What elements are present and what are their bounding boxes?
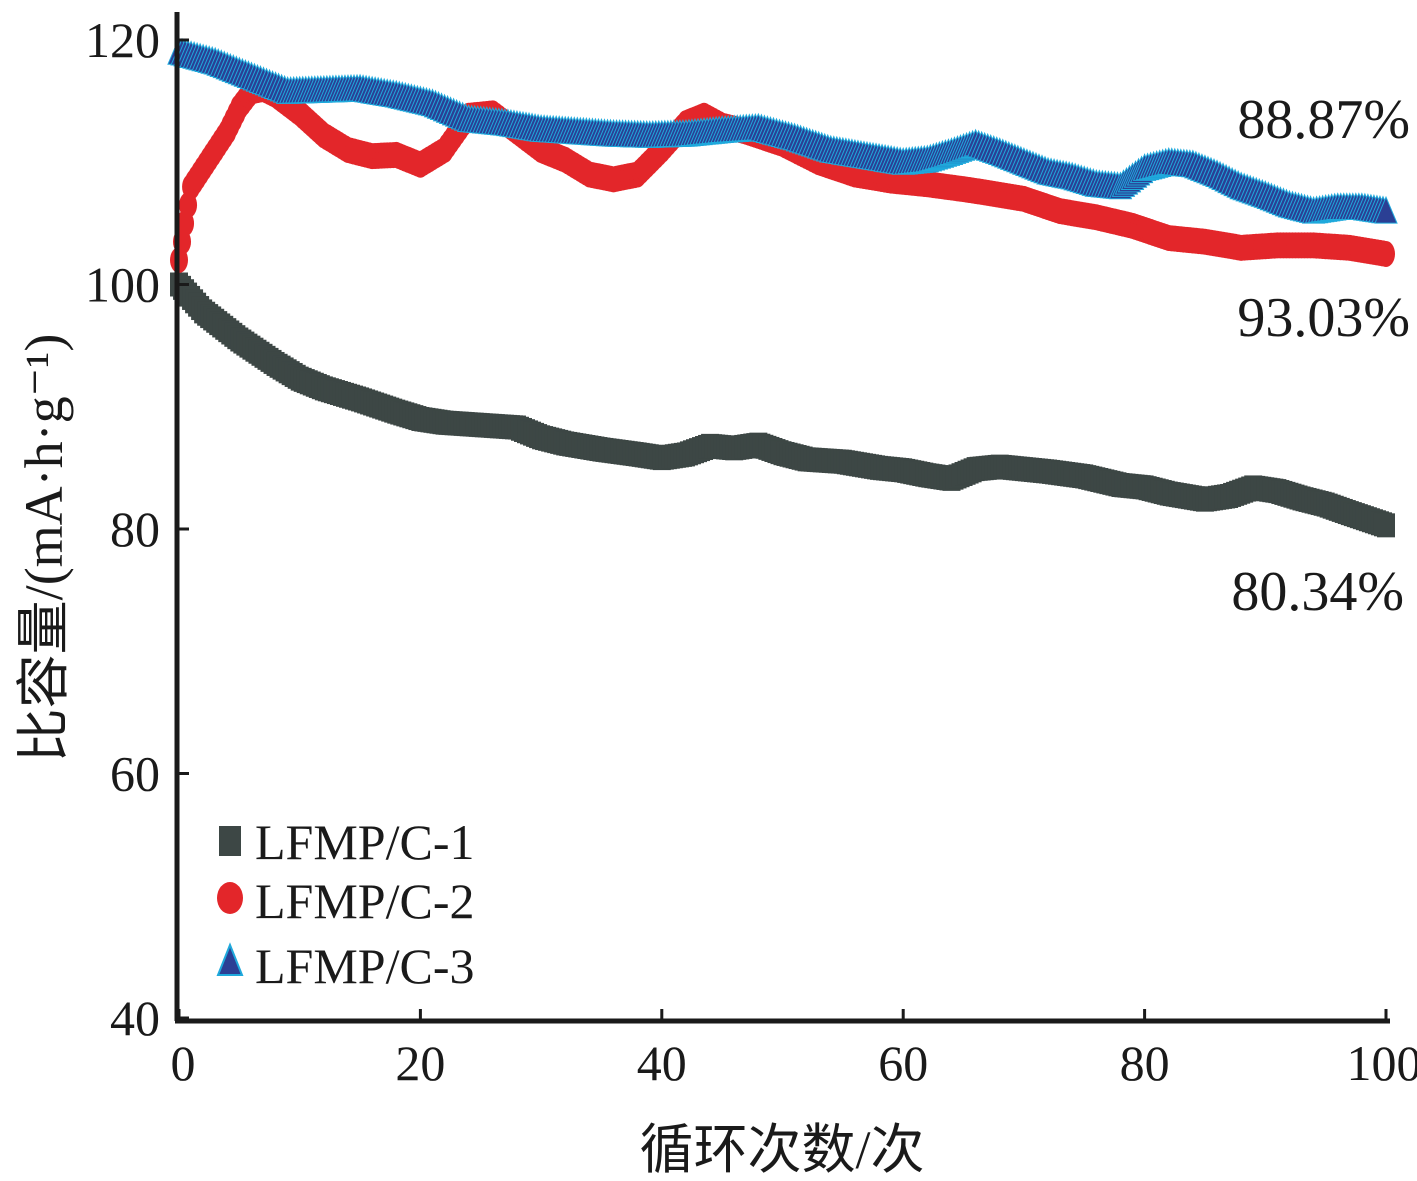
legend-marker-c2 [217, 882, 243, 914]
y-tick-label-80: 80 [110, 501, 160, 557]
series-layer [167, 36, 1398, 538]
y-tick-label-100: 100 [85, 257, 160, 313]
x-tick-label-80: 80 [1120, 1035, 1170, 1091]
x-tick-label-0: 0 [171, 1035, 196, 1091]
point-s3-400 [1374, 195, 1398, 224]
x-tick-label-60: 60 [878, 1035, 928, 1091]
y-tick-label-120: 120 [85, 12, 160, 68]
point-s2-400 [1377, 240, 1395, 267]
y-tick-label-60: 60 [110, 746, 160, 802]
retention-annotation-c2: 93.03% [1237, 287, 1410, 349]
series-1 [170, 272, 1395, 538]
series-3 [167, 36, 1398, 224]
legend-label-c1: LFMP/C-1 [255, 814, 475, 870]
retention-annotation-c1: 80.34% [1231, 561, 1404, 623]
retention-annotation-c3: 88.87% [1237, 89, 1410, 151]
legend: LFMP/C-1 LFMP/C-2 LFMP/C-3 [216, 814, 475, 994]
axes [174, 12, 1390, 1024]
series-2 [170, 75, 1395, 274]
x-tick-label-20: 20 [395, 1035, 445, 1091]
annotation-layer: 88.87% 93.03% 80.34% [1231, 89, 1410, 623]
y-axis-title: 比容量/(mA·h·g⁻¹) [14, 334, 74, 763]
x-tick-label-100: 100 [1347, 1035, 1417, 1091]
ticks-layer: 0 20 40 60 80 100 40 60 80 100 120 [85, 12, 1417, 1091]
legend-marker-c1 [219, 826, 241, 856]
x-tick-label-40: 40 [637, 1035, 687, 1091]
point-s1-400 [1377, 513, 1395, 538]
legend-label-c2: LFMP/C-2 [255, 873, 475, 929]
y-tick-label-40: 40 [110, 990, 160, 1046]
legend-label-c3: LFMP/C-3 [255, 938, 475, 994]
x-axis-title: 循环次数/次 [639, 1120, 924, 1180]
legend-marker-c3 [216, 942, 244, 976]
